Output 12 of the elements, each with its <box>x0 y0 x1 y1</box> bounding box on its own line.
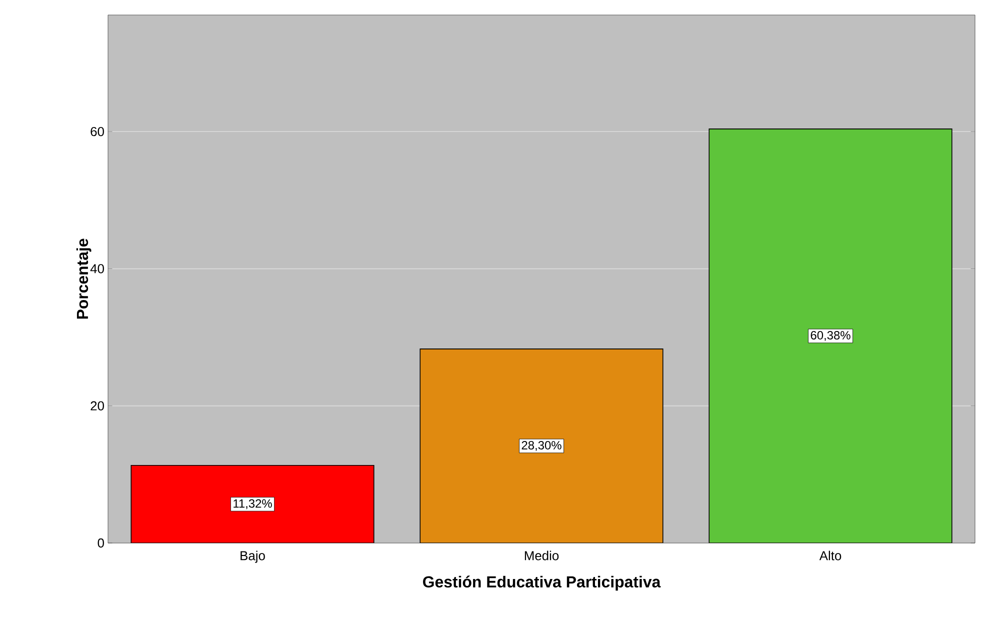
x-tick-label: Alto <box>819 550 842 560</box>
x-axis-title: Gestión Educativa Participativa <box>423 576 661 591</box>
y-tick-label: 20 <box>90 401 104 410</box>
y-tick-label: 60 <box>90 126 104 136</box>
data-label: 11,32% <box>234 499 272 510</box>
x-tick-label: Bajo <box>240 550 265 563</box>
data-label: 28,30% <box>522 441 562 451</box>
y-axis-title: Porcentaje <box>76 238 92 319</box>
y-tick-label: 40 <box>90 264 104 274</box>
x-tick-label: Medio <box>524 550 559 560</box>
y-tick-label: 0 <box>98 538 104 548</box>
data-label: 60,38% <box>810 331 850 341</box>
